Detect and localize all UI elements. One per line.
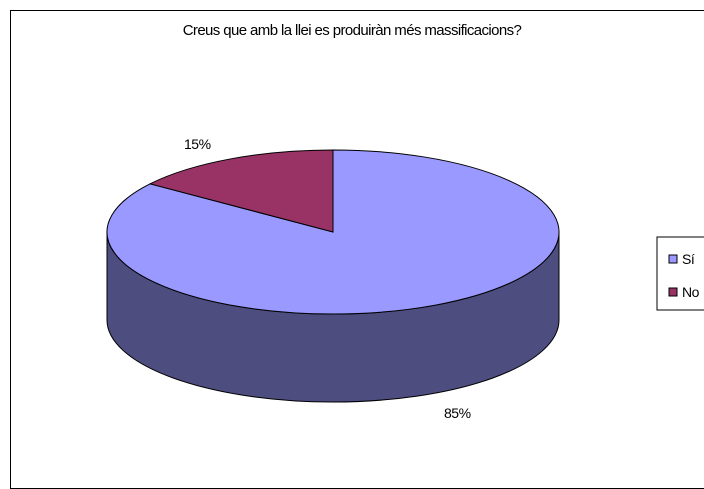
slice-no: [148, 149, 334, 233]
legend-label-no: No: [682, 284, 700, 300]
chart-title: Creus que amb la llei es produiràn més m…: [182, 22, 522, 39]
data-label-si: 85%: [444, 405, 471, 421]
legend-swatch-no: [668, 287, 678, 297]
legend-swatch-si: [668, 254, 678, 264]
legend-box: [656, 236, 704, 311]
legend-label-si: Sí: [682, 251, 695, 267]
data-label-no: 15%: [184, 136, 211, 152]
